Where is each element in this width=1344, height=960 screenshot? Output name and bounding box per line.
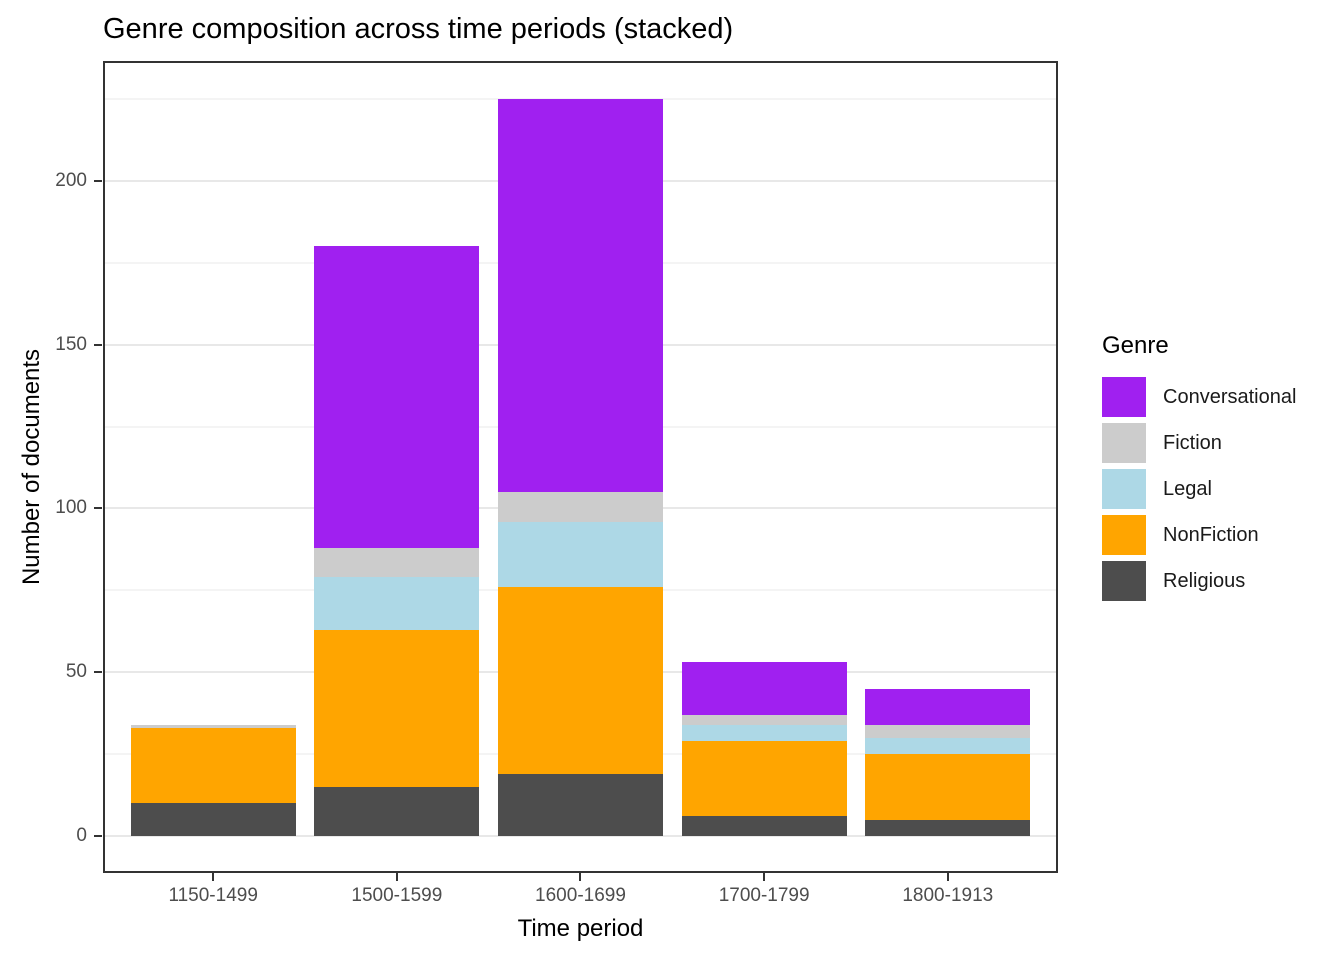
legend-item-nonfiction: NonFiction (1102, 515, 1296, 555)
x-tick-mark (212, 873, 215, 881)
legend-label: Conversational (1163, 385, 1297, 408)
legend-label: NonFiction (1163, 523, 1259, 546)
legend-item-legal: Legal (1102, 469, 1296, 509)
plot-panel (103, 61, 1058, 873)
legend-key-religious-swatch (1102, 561, 1146, 601)
bar-segment-fiction-1800-1913 (865, 724, 1030, 738)
y-tick-label: 150 (55, 333, 87, 355)
x-tick-label: 1600-1699 (535, 885, 626, 906)
bar-segment-religious-1700-1799 (682, 816, 847, 836)
x-axis-title: Time period (517, 915, 644, 942)
legend: Genre Conversational Fiction Legal NonFicti… (1102, 332, 1296, 607)
legend-key-nonfiction-swatch (1102, 515, 1146, 555)
bar-segment-legal-1700-1799 (682, 724, 847, 741)
bar-segment-religious-1800-1913 (865, 819, 1030, 836)
bar-segment-nonfiction-1150-1499 (131, 727, 296, 804)
bar-segment-religious-1500-1599 (314, 786, 479, 836)
y-tick-label: 200 (55, 169, 87, 191)
legend-item-conversational: Conversational (1102, 377, 1296, 417)
legend-title: Genre (1102, 332, 1169, 359)
bar-segment-nonfiction-1800-1913 (865, 754, 1030, 820)
legend-label: Fiction (1163, 431, 1222, 454)
legend-label: Religious (1163, 569, 1246, 592)
bar-segment-legal-1600-1699 (498, 521, 663, 588)
legend-key-conversational-swatch (1102, 377, 1146, 417)
bar-segment-conversational-1700-1799 (682, 662, 847, 715)
x-tick-label: 1150-1499 (168, 885, 258, 906)
gridline-major (103, 835, 1058, 837)
legend-key-legal-swatch (1102, 469, 1146, 509)
bar-segment-fiction-1150-1499 (131, 724, 296, 728)
bar-segment-legal-1800-1913 (865, 737, 1030, 755)
x-tick-mark (763, 873, 766, 881)
x-tick-mark (579, 873, 582, 881)
legend-key-fiction-swatch (1102, 423, 1146, 463)
bar-segment-fiction-1700-1799 (682, 714, 847, 725)
bar-segment-nonfiction-1600-1699 (498, 587, 663, 774)
bar-segment-fiction-1500-1599 (314, 547, 479, 578)
y-tick-mark (94, 343, 102, 346)
bar-segment-legal-1500-1599 (314, 577, 479, 630)
x-tick-label: 1500-1599 (351, 885, 443, 906)
legend-item-fiction: Fiction (1102, 423, 1296, 463)
y-tick-label: 0 (76, 825, 87, 846)
y-tick-label: 100 (55, 497, 87, 519)
bar-segment-nonfiction-1500-1599 (314, 629, 479, 787)
chart-title: Genre composition across time periods (s… (103, 13, 734, 45)
y-tick-mark (94, 507, 102, 510)
bar-segment-conversational-1800-1913 (865, 688, 1030, 725)
legend-item-religious: Religious (1102, 561, 1296, 601)
y-tick-mark (94, 671, 102, 674)
bar-segment-religious-1150-1499 (131, 803, 296, 836)
x-tick-label: 1800-1913 (902, 885, 994, 906)
x-tick-label: 1700-1799 (718, 885, 810, 906)
bar-segment-fiction-1600-1699 (498, 492, 663, 522)
legend-items: Conversational Fiction Legal NonFiction Reli… (1102, 377, 1296, 601)
bar-segment-conversational-1500-1599 (314, 246, 479, 548)
x-tick-mark (395, 873, 398, 881)
bar-segment-conversational-1600-1699 (498, 98, 663, 493)
bar-segment-nonfiction-1700-1799 (682, 741, 847, 817)
x-tick-mark (946, 873, 949, 881)
legend-label: Legal (1163, 477, 1212, 500)
y-tick-label: 50 (65, 661, 87, 683)
y-axis-title: Number of documents (18, 348, 45, 586)
bar-segment-religious-1600-1699 (498, 773, 663, 836)
y-tick-mark (94, 835, 102, 837)
y-tick-mark (94, 179, 102, 182)
